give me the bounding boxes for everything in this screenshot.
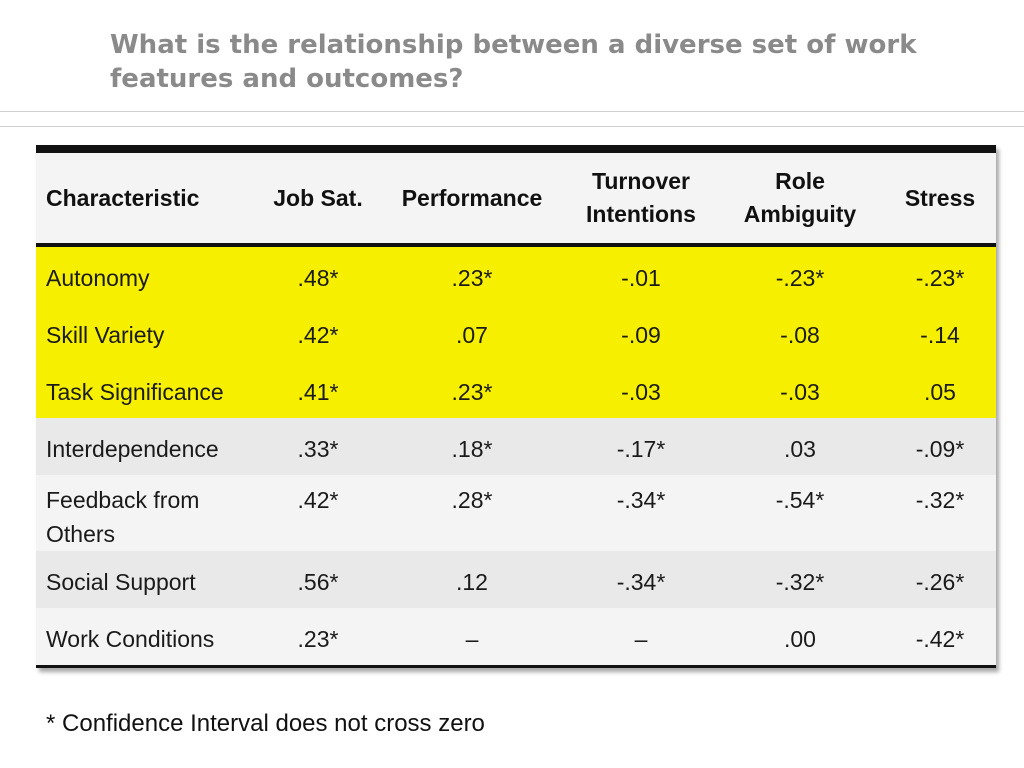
row-label: Interdependence xyxy=(36,418,258,475)
cell-value: -.03 xyxy=(716,361,884,418)
cell-value: .03 xyxy=(716,418,884,475)
correlation-table: Characteristic Job Sat. Performance Turn… xyxy=(36,145,996,668)
table-row: Skill Variety .42* .07 -.09 -.08 -.14 xyxy=(36,304,996,361)
header-characteristic: Characteristic xyxy=(36,153,258,247)
header-stress: Stress xyxy=(884,153,996,247)
cell-value: .41* xyxy=(258,361,378,418)
cell-value: .23* xyxy=(378,361,566,418)
table-row: Feedback from Others .42* .28* -.34* -.5… xyxy=(36,475,996,551)
cell-value: .07 xyxy=(378,304,566,361)
cell-value: .00 xyxy=(716,608,884,665)
cell-value: -.32* xyxy=(716,551,884,608)
cell-value: -.09 xyxy=(566,304,716,361)
cell-value: -.32* xyxy=(884,475,996,551)
header-performance: Performance xyxy=(378,153,566,247)
cell-value: – xyxy=(378,608,566,665)
table-row: Social Support .56* .12 -.34* -.32* -.26… xyxy=(36,551,996,608)
cell-value: .23* xyxy=(258,608,378,665)
cell-value: .12 xyxy=(378,551,566,608)
cell-value: -.34* xyxy=(566,475,716,551)
row-label: Task Significance xyxy=(36,361,258,418)
divider-top xyxy=(0,111,1024,112)
cell-value: -.08 xyxy=(716,304,884,361)
row-label: Work Conditions xyxy=(36,608,258,665)
cell-value: .42* xyxy=(258,475,378,551)
cell-value: -.34* xyxy=(566,551,716,608)
cell-value: .42* xyxy=(258,304,378,361)
cell-value: .18* xyxy=(378,418,566,475)
header-turnover-intentions: Turnover Intentions xyxy=(566,153,716,247)
cell-value: -.23* xyxy=(884,245,996,304)
cell-value: .28* xyxy=(378,475,566,551)
cell-value: -.26* xyxy=(884,551,996,608)
cell-value: -.42* xyxy=(884,608,996,665)
cell-value: -.01 xyxy=(566,245,716,304)
row-label: Autonomy xyxy=(36,245,258,304)
cell-value: – xyxy=(566,608,716,665)
divider-bottom xyxy=(0,126,1024,127)
header-job-sat: Job Sat. xyxy=(258,153,378,247)
table-header-row: Characteristic Job Sat. Performance Turn… xyxy=(36,153,996,247)
table-row: Task Significance .41* .23* -.03 -.03 .0… xyxy=(36,361,996,418)
row-label: Feedback from Others xyxy=(36,475,258,551)
cell-value: -.09* xyxy=(884,418,996,475)
cell-value: .33* xyxy=(258,418,378,475)
row-label: Skill Variety xyxy=(36,304,258,361)
table-row: Interdependence .33* .18* -.17* .03 -.09… xyxy=(36,418,996,475)
cell-value: .48* xyxy=(258,245,378,304)
cell-value: .56* xyxy=(258,551,378,608)
cell-value: .05 xyxy=(884,361,996,418)
table-row: Work Conditions .23* – – .00 -.42* xyxy=(36,608,996,665)
cell-value: -.17* xyxy=(566,418,716,475)
cell-value: -.14 xyxy=(884,304,996,361)
header-role-ambiguity: Role Ambiguity xyxy=(716,153,884,247)
table-top-border xyxy=(36,145,996,153)
slide-title: What is the relationship between a diver… xyxy=(110,30,917,94)
row-label: Social Support xyxy=(36,551,258,608)
table-row: Autonomy .48* .23* -.01 -.23* -.23* xyxy=(36,245,996,304)
cell-value: -.23* xyxy=(716,245,884,304)
cell-value: -.54* xyxy=(716,475,884,551)
table-bottom-border xyxy=(36,665,996,668)
cell-value: .23* xyxy=(378,245,566,304)
cell-value: -.03 xyxy=(566,361,716,418)
footnote: * Confidence Interval does not cross zer… xyxy=(46,710,485,737)
